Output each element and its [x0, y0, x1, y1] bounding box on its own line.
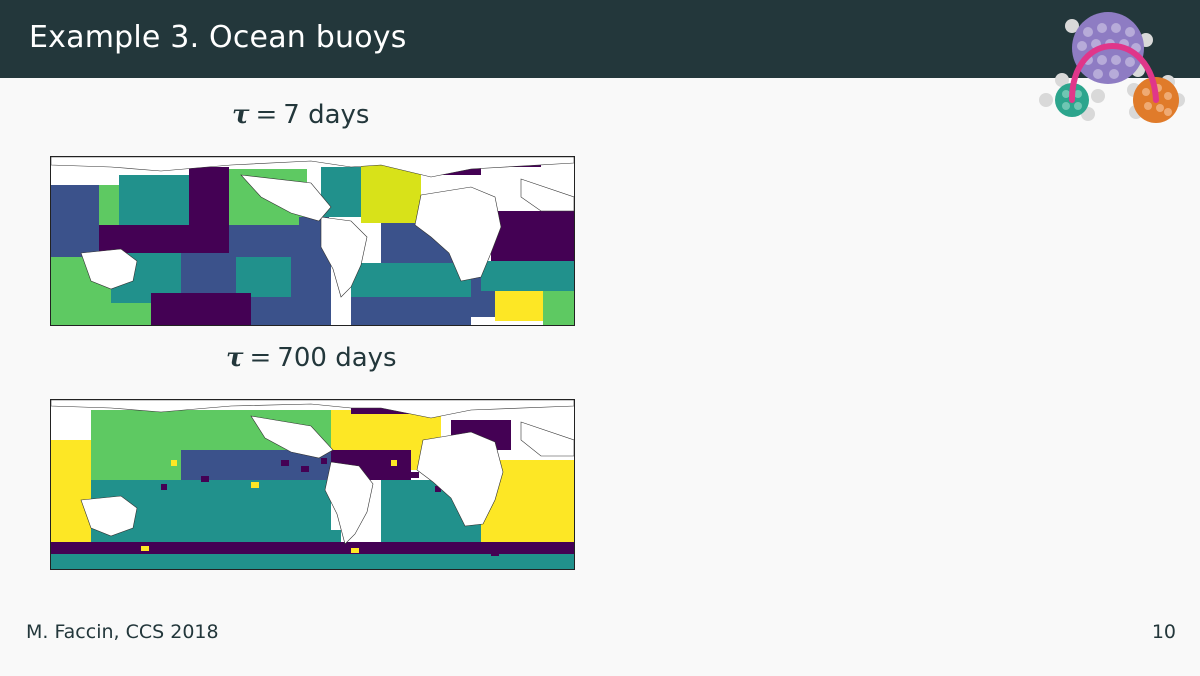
tau-value: 700: [277, 343, 327, 373]
panel-2-caption: τ = 700 days: [226, 343, 397, 373]
tau-symbol: τ: [232, 100, 250, 130]
tau-unit: days: [335, 343, 397, 373]
equals-sign: =: [249, 343, 272, 373]
ocean-partition-map-tau-7: [50, 156, 575, 326]
tau-value: 7: [283, 100, 300, 130]
slide-title: Example 3. Ocean buoys: [29, 20, 407, 55]
tau-symbol: τ: [226, 343, 244, 373]
title-bar: Example 3. Ocean buoys: [0, 0, 1200, 78]
tau-unit: days: [308, 100, 370, 130]
footer-author: M. Faccin, CCS 2018: [26, 621, 219, 643]
page-number: 10: [1151, 621, 1176, 643]
ocean-partition-map-tau-700: [50, 399, 575, 570]
network-logo-icon: [1039, 12, 1185, 123]
equals-sign: =: [255, 100, 278, 130]
panel-1-caption: τ = 7 days: [232, 100, 369, 130]
